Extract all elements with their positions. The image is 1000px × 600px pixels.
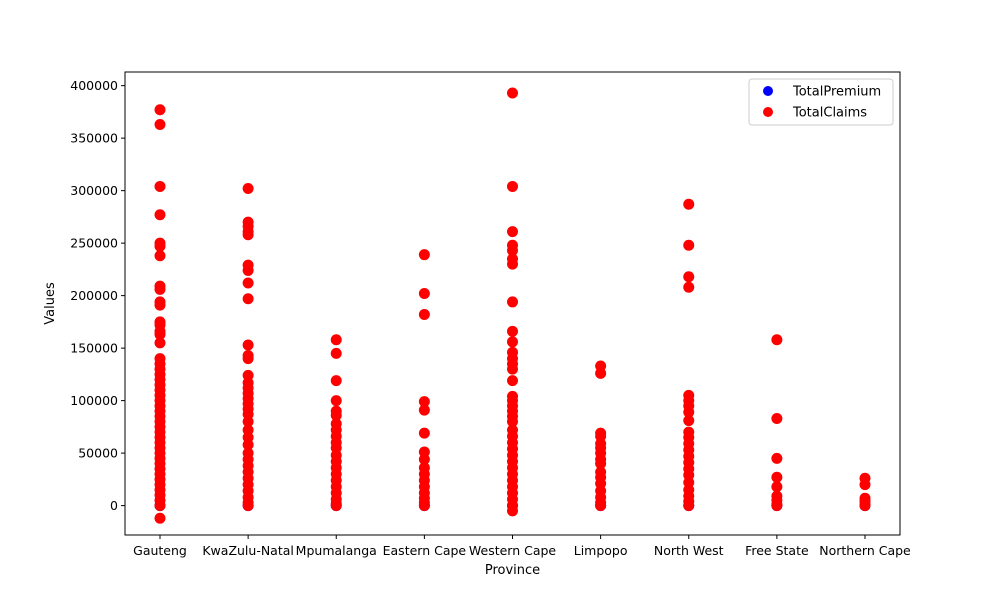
legend-box <box>748 78 894 126</box>
y-tick-label: 250000 <box>70 236 118 251</box>
data-point <box>154 209 166 221</box>
x-axis: Gauteng KwaZulu-Natal Mpumalanga Eastern Ca… <box>133 535 911 558</box>
data-point <box>683 271 695 283</box>
data-point <box>859 500 871 512</box>
data-point <box>418 453 430 465</box>
data-point <box>683 500 695 512</box>
x-tick-label: North West <box>654 543 724 558</box>
data-point <box>242 229 254 241</box>
data-point <box>418 288 430 300</box>
data-point <box>242 264 254 276</box>
x-tick-label: Northern Cape <box>819 543 911 558</box>
data-point <box>418 396 430 408</box>
data-point <box>507 363 518 375</box>
data-point <box>330 375 342 387</box>
data-point <box>330 500 342 512</box>
y-tick-label: 200000 <box>70 288 118 303</box>
data-point <box>771 452 783 464</box>
data-point <box>154 283 166 295</box>
data-point <box>683 415 695 427</box>
legend-label: TotalPremium <box>792 85 881 100</box>
data-point <box>771 412 783 424</box>
series-TotalClaims <box>154 87 871 524</box>
chart-marks <box>154 87 871 524</box>
x-tick-label: Western Cape <box>469 543 557 558</box>
data-point <box>507 336 518 348</box>
data-point <box>859 479 871 491</box>
x-tick-label: Limpopo <box>574 543 628 558</box>
legend-label: TotalClaims <box>792 106 867 121</box>
data-point <box>507 505 518 517</box>
x-tick-label: Free State <box>745 543 809 558</box>
data-point <box>507 180 518 192</box>
data-point <box>507 258 518 270</box>
data-point <box>154 104 166 116</box>
data-point <box>242 183 254 195</box>
data-point <box>507 375 518 387</box>
data-point <box>154 337 166 349</box>
data-point <box>154 240 166 252</box>
data-point <box>771 471 783 483</box>
y-tick-label: 50000 <box>78 446 118 461</box>
data-point <box>154 500 166 512</box>
data-point <box>154 118 166 130</box>
data-point <box>242 353 254 365</box>
data-point <box>683 198 695 210</box>
data-point <box>154 180 166 192</box>
data-point <box>418 427 430 439</box>
y-tick-label: 150000 <box>70 341 118 356</box>
data-point <box>683 406 695 418</box>
y-axis-label: Values <box>43 282 58 325</box>
data-point <box>683 239 695 251</box>
data-point <box>683 281 695 293</box>
data-point <box>242 277 254 289</box>
data-point <box>507 87 518 99</box>
data-point <box>154 299 166 311</box>
y-tick-label: 100000 <box>70 393 118 408</box>
data-point <box>771 481 783 493</box>
x-tick-label: KwaZulu-Natal <box>202 543 294 558</box>
data-point <box>418 404 430 416</box>
x-tick-label: Eastern Cape <box>383 543 467 558</box>
legend-marker <box>763 86 773 96</box>
data-point <box>418 309 430 321</box>
data-point <box>242 500 254 512</box>
data-point <box>771 500 783 512</box>
data-point <box>418 249 430 261</box>
x-tick-label: Mpumalanga <box>296 543 377 558</box>
y-tick-label: 300000 <box>70 183 118 198</box>
data-point <box>242 439 254 451</box>
data-point <box>418 500 430 512</box>
y-tick-label: 0 <box>110 498 118 513</box>
legend: TotalPremium TotalClaims <box>748 78 894 126</box>
y-tick-label: 400000 <box>70 78 118 93</box>
data-point <box>330 334 342 346</box>
y-axis: 0 50000 100000 150000 200000 250000 300000 3500… <box>70 78 125 513</box>
data-point <box>771 334 783 346</box>
x-tick-label: Gauteng <box>133 543 187 558</box>
data-point <box>154 250 166 262</box>
x-axis-label: Province <box>485 563 540 578</box>
data-point <box>595 458 607 470</box>
data-point <box>507 416 518 428</box>
data-point <box>154 328 166 340</box>
data-point <box>595 367 607 379</box>
y-tick-label: 350000 <box>70 131 118 146</box>
data-point <box>330 395 342 407</box>
data-point <box>507 244 518 256</box>
data-point <box>507 325 518 337</box>
data-point <box>242 293 254 305</box>
data-point <box>507 226 518 238</box>
data-point <box>154 512 166 524</box>
data-point <box>330 409 342 421</box>
data-point <box>242 416 254 428</box>
data-point <box>507 296 518 308</box>
data-point <box>330 347 342 359</box>
data-point <box>242 339 254 351</box>
legend-marker <box>763 107 773 117</box>
data-point <box>595 500 607 512</box>
